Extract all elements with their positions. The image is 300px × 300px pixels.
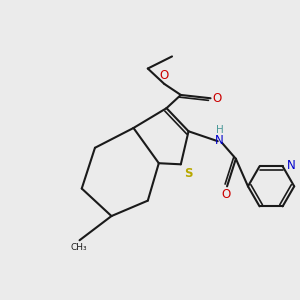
Text: O: O: [212, 92, 221, 105]
Text: N: N: [215, 134, 224, 147]
Text: H: H: [216, 124, 224, 135]
Text: S: S: [184, 167, 193, 180]
Text: CH₃: CH₃: [70, 243, 87, 252]
Text: N: N: [286, 159, 296, 172]
Text: O: O: [159, 69, 168, 82]
Text: O: O: [222, 188, 231, 201]
